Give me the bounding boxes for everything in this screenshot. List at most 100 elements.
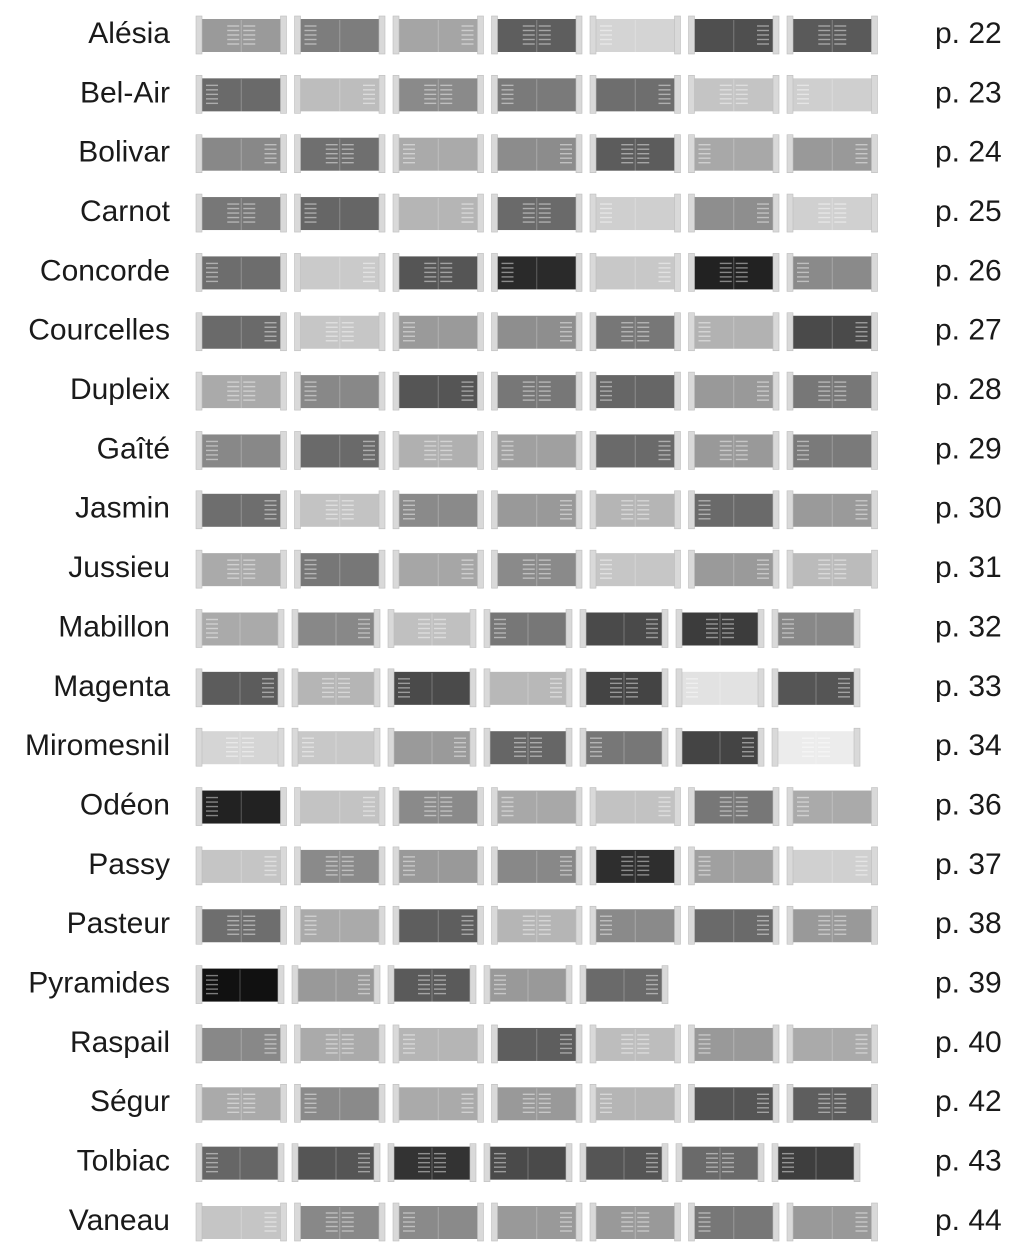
gate-post — [392, 1024, 400, 1064]
gate-thumbnail — [392, 490, 484, 530]
gate-post — [294, 75, 301, 114]
gate-panel — [299, 1087, 380, 1121]
gate-panel — [693, 790, 774, 824]
gate-post — [674, 193, 681, 233]
gate-post — [786, 1202, 794, 1242]
gate-post — [575, 193, 583, 233]
gate-thumbnail — [688, 431, 780, 470]
gate-post — [772, 1084, 780, 1123]
gate-post — [469, 609, 477, 648]
gate-panel — [496, 1027, 577, 1061]
gate-post — [853, 1143, 861, 1182]
gate-panel — [777, 612, 855, 646]
gate-post — [195, 193, 203, 233]
gate-panel — [693, 553, 774, 587]
gate-post — [786, 490, 794, 530]
gate-post — [195, 371, 203, 411]
gate-thumbnail — [483, 727, 573, 767]
gate-panel — [489, 671, 567, 705]
gate-thumbnail — [589, 371, 681, 411]
gate-post — [589, 1024, 597, 1064]
gate-post — [280, 490, 287, 530]
gate-thumbnail — [786, 431, 878, 470]
gate-post — [772, 193, 780, 233]
gate-post — [871, 193, 878, 233]
gate-post — [378, 253, 386, 292]
gate-thumbnail — [589, 490, 681, 530]
page-number: p. 40 — [935, 1026, 1002, 1059]
gate-post — [674, 312, 681, 352]
gate-post — [579, 668, 587, 708]
gate-name: Magenta — [53, 670, 170, 703]
gate-thumbnail — [483, 668, 573, 708]
gate-post — [589, 490, 597, 530]
gate-post — [195, 431, 203, 470]
gate-panel — [201, 1206, 282, 1239]
gate-post — [491, 846, 498, 886]
gate-post — [469, 1143, 477, 1182]
gate-post — [378, 193, 386, 233]
gate-post — [786, 193, 794, 233]
page-number: p. 28 — [935, 373, 1002, 406]
gate-panel — [595, 78, 676, 112]
gate-name: Dupleix — [70, 373, 170, 406]
page-number: p. 43 — [935, 1145, 1002, 1178]
gate-post — [772, 846, 780, 886]
gate-post — [565, 1143, 573, 1182]
gate-name: Jussieu — [68, 551, 170, 584]
gate-thumbnails — [195, 312, 878, 352]
gate-post — [772, 1024, 780, 1064]
gate-thumbnail — [392, 1024, 484, 1064]
gate-thumbnail — [195, 253, 287, 292]
gate-panel — [201, 553, 282, 587]
gate-thumbnail — [195, 787, 287, 826]
gate-post — [491, 253, 498, 292]
gate-thumbnail — [786, 905, 878, 945]
gate-post — [491, 75, 498, 114]
gate-post — [688, 431, 695, 470]
gate-post — [786, 549, 794, 589]
gate-thumbnail — [688, 549, 780, 589]
gate-thumbnail — [688, 490, 780, 530]
gate-panel — [496, 375, 577, 409]
gate-thumbnail — [688, 312, 780, 352]
gate-thumbnail — [579, 668, 669, 708]
gate-name: Raspail — [70, 1026, 170, 1059]
gate-thumbnail — [392, 905, 484, 945]
gate-panel — [489, 731, 567, 765]
gate-thumbnail — [294, 905, 386, 945]
gate-post — [786, 1084, 794, 1123]
gate-thumbnail — [291, 965, 381, 1004]
gate-post — [477, 490, 484, 530]
gate-thumbnail — [589, 312, 681, 352]
gate-thumbnail — [294, 1202, 386, 1242]
gate-post — [378, 312, 386, 352]
gate-thumbnail — [392, 1084, 484, 1123]
gate-thumbnails — [195, 905, 878, 945]
gate-panel — [299, 849, 380, 883]
gate-panel — [693, 197, 774, 231]
gate-post — [477, 15, 484, 55]
gate-post — [871, 15, 878, 55]
gate-post — [294, 846, 301, 886]
page-number: p. 27 — [935, 314, 1002, 347]
gate-name: Passy — [88, 848, 170, 881]
gate-thumbnail — [786, 1202, 878, 1242]
gate-thumbnail — [483, 1143, 573, 1182]
gate-thumbnail — [392, 193, 484, 233]
gate-thumbnail — [387, 609, 477, 648]
gate-thumbnail — [294, 312, 386, 352]
gate-post — [373, 1143, 381, 1182]
gate-panel — [201, 909, 282, 943]
gate-post — [280, 193, 287, 233]
gate-post — [675, 609, 683, 648]
gate-post — [871, 75, 878, 114]
gate-name: Carnot — [80, 195, 171, 228]
gate-panel — [398, 849, 479, 883]
gate-thumbnail — [294, 846, 386, 886]
gate-post — [688, 1084, 695, 1123]
gate-thumbnail — [491, 1084, 583, 1123]
gate-post — [589, 846, 597, 886]
gate-post — [378, 431, 386, 470]
gate-panel — [585, 671, 663, 705]
